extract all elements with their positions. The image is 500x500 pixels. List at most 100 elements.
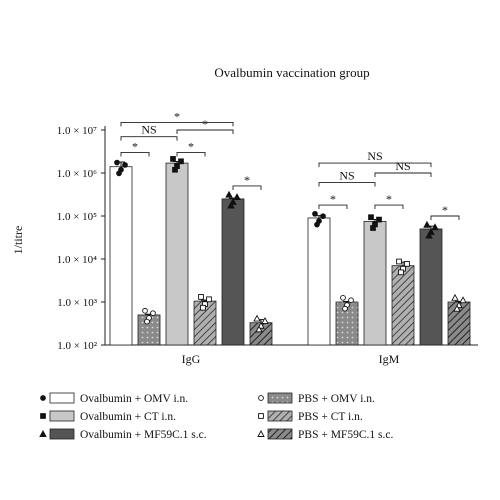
point-IgM-5-2 bbox=[459, 296, 467, 304]
point-IgG-4-3 bbox=[227, 201, 235, 209]
bracket-label-5: * bbox=[174, 109, 180, 123]
bar-IgG-2 bbox=[165, 162, 189, 346]
point-IgM-3-0 bbox=[396, 258, 402, 265]
legend-swatch-1 bbox=[267, 392, 293, 404]
bracket-7 bbox=[374, 204, 404, 210]
point-IgG-2-0 bbox=[170, 156, 176, 162]
point-IgM-2-2 bbox=[376, 216, 382, 223]
legend-label-5: PBS + MF59C.1 s.c. bbox=[298, 429, 393, 441]
point-IgG-4-0 bbox=[225, 190, 233, 198]
bracket-5 bbox=[120, 121, 234, 127]
legend-marker-5 bbox=[257, 430, 265, 437]
point-IgM-1-2 bbox=[348, 297, 354, 304]
legend-swatch-4 bbox=[49, 428, 75, 440]
bracket-10 bbox=[374, 172, 432, 177]
point-IgG-4-2 bbox=[233, 193, 241, 201]
bar-IgM-0 bbox=[307, 217, 331, 346]
y-axis-label: 1/titre bbox=[11, 226, 25, 255]
point-IgG-2-3 bbox=[172, 166, 178, 173]
point-IgG-5-2 bbox=[261, 316, 269, 324]
point-IgM-4-3 bbox=[425, 231, 433, 239]
y-tick-label-3: 1.0 × 10⁵ bbox=[57, 211, 97, 223]
bar-IgG-0 bbox=[109, 166, 133, 346]
point-IgM-5-3 bbox=[453, 304, 461, 312]
legend-label-3: PBS + CT i.n. bbox=[298, 411, 363, 423]
legend-label-1: PBS + OMV i.n. bbox=[298, 393, 375, 405]
point-IgG-0-2 bbox=[122, 162, 128, 168]
bracket-2 bbox=[232, 185, 262, 190]
legend: Ovalbumin + OMV i.n. PBS + OMV i.n. Ovalbu… bbox=[39, 392, 393, 441]
point-IgM-4-0 bbox=[423, 220, 431, 228]
bracket-label-11: NS bbox=[367, 149, 382, 163]
point-IgM-0-2 bbox=[320, 213, 326, 220]
bracket-label-2: * bbox=[244, 173, 250, 187]
category-label-IgG: IgG bbox=[182, 352, 201, 366]
point-IgM-1-0 bbox=[340, 294, 346, 301]
bracket-label-0: * bbox=[132, 139, 138, 153]
point-IgG-1-0 bbox=[142, 307, 148, 314]
bracket-label-10: NS bbox=[395, 159, 410, 173]
bracket-label-9: NS bbox=[339, 169, 354, 183]
bracket-4 bbox=[176, 129, 234, 134]
bracket-3 bbox=[120, 136, 178, 141]
point-IgG-3-0 bbox=[198, 294, 204, 300]
point-IgG-1-2 bbox=[150, 310, 156, 317]
legend-swatch-3 bbox=[267, 410, 293, 422]
point-IgM-2-3 bbox=[370, 225, 376, 231]
legend-swatch-5 bbox=[267, 428, 293, 440]
point-IgM-3-3 bbox=[398, 269, 404, 276]
bracket-label-7: * bbox=[386, 192, 392, 206]
bracket-label-8: * bbox=[442, 203, 448, 217]
chart-title: Ovalbumin vaccination group bbox=[214, 65, 369, 80]
bracket-6 bbox=[318, 204, 348, 210]
point-IgM-5-0 bbox=[451, 293, 459, 301]
point-IgM-3-2 bbox=[404, 261, 410, 267]
category-label-IgM: IgM bbox=[379, 352, 400, 366]
data-points bbox=[114, 156, 467, 333]
point-IgM-1-3 bbox=[342, 305, 348, 312]
legend-marker-1 bbox=[258, 395, 264, 401]
bracket-label-1: * bbox=[188, 139, 194, 153]
point-IgG-3-2 bbox=[206, 296, 212, 303]
legend-swatch-2 bbox=[49, 410, 75, 422]
legend-swatch-0 bbox=[49, 392, 75, 404]
bracket-label-4: * bbox=[202, 117, 208, 131]
point-IgM-2-0 bbox=[368, 214, 374, 221]
bars bbox=[109, 161, 471, 346]
point-IgG-0-3 bbox=[116, 170, 122, 177]
bracket-label-6: * bbox=[330, 192, 336, 206]
point-IgG-5-3 bbox=[255, 325, 263, 333]
legend-label-0: Ovalbumin + OMV i.n. bbox=[80, 393, 188, 405]
legend-marker-2 bbox=[40, 413, 46, 419]
legend-label-4: Ovalbumin + MF59C.1 s.c. bbox=[80, 429, 207, 441]
bracket-8 bbox=[430, 215, 460, 220]
y-tick-label-4: 1.0 × 10⁶ bbox=[57, 168, 97, 180]
bracket-9 bbox=[318, 182, 376, 187]
bracket-11 bbox=[318, 162, 432, 168]
legend-marker-3 bbox=[258, 413, 264, 419]
point-IgG-1-3 bbox=[144, 318, 150, 325]
legend-marker-0 bbox=[40, 395, 46, 401]
bar-IgM-3 bbox=[391, 265, 415, 346]
bracket-label-3: NS bbox=[141, 123, 156, 137]
point-IgG-2-2 bbox=[178, 158, 184, 165]
point-IgM-0-3 bbox=[314, 221, 320, 228]
point-IgG-0-0 bbox=[114, 159, 120, 166]
point-IgG-3-3 bbox=[200, 304, 206, 311]
bar-IgM-2 bbox=[363, 220, 387, 346]
bracket-1 bbox=[176, 152, 206, 157]
bar-IgG-4 bbox=[221, 198, 245, 346]
x-axis-categories: IgG IgM bbox=[182, 352, 400, 366]
point-IgG-5-0 bbox=[253, 314, 261, 322]
y-tick-label-0: 1.0 × 10² bbox=[57, 340, 97, 352]
point-IgM-4-2 bbox=[431, 223, 439, 231]
bracket-0 bbox=[120, 152, 150, 157]
bar-IgM-4 bbox=[419, 228, 443, 346]
y-tick-label-5: 1.0 × 10⁷ bbox=[57, 125, 97, 137]
y-tick-label-2: 1.0 × 10⁴ bbox=[57, 254, 97, 266]
legend-label-2: Ovalbumin + CT i.n. bbox=[80, 411, 176, 423]
legend-marker-4 bbox=[39, 430, 47, 437]
y-tick-label-1: 1.0 × 10³ bbox=[57, 297, 97, 309]
